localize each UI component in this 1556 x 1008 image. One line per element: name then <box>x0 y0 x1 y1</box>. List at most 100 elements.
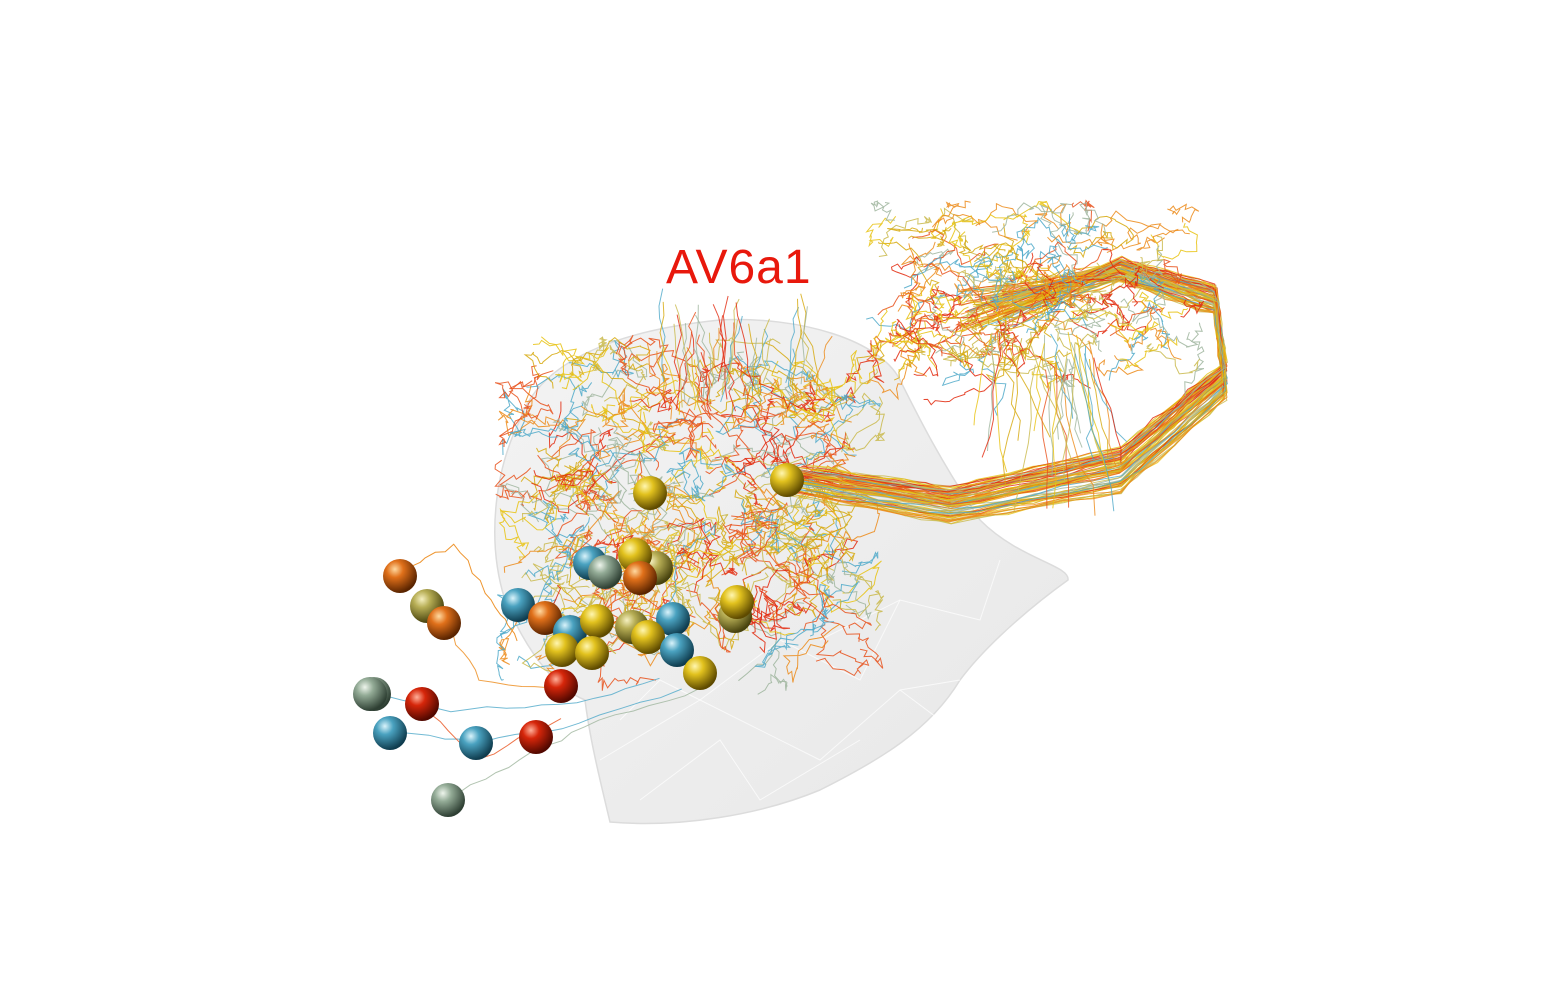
neurite-trace <box>1059 224 1108 253</box>
neurite-trace <box>1067 267 1092 304</box>
neurite-trace <box>923 360 994 406</box>
neurite-trace <box>622 394 716 438</box>
neurite-trace <box>949 295 1016 327</box>
neurite-trace <box>974 246 1060 282</box>
neurite-trace <box>803 538 859 574</box>
neurite-trace <box>800 293 819 392</box>
soma-sphere <box>656 602 690 636</box>
neurite-trace <box>666 517 720 592</box>
neurite-trace <box>676 547 738 576</box>
neurite-trace <box>981 333 1002 458</box>
neurite-trace <box>927 263 1000 296</box>
neurite-trace <box>1053 368 1096 516</box>
neurite-trace <box>1001 259 1049 285</box>
neurite-trace <box>947 222 966 249</box>
neurite-trace <box>758 561 809 613</box>
neurite-trace <box>664 513 729 561</box>
neurite-trace <box>813 560 882 614</box>
soma-sphere <box>383 559 417 593</box>
neurite-trace <box>1100 210 1179 240</box>
soma-sphere <box>633 476 667 510</box>
neurite-trace <box>823 620 884 669</box>
neurite-trace <box>1007 315 1040 361</box>
neurite-trace <box>444 624 559 692</box>
neurite-trace <box>731 378 800 430</box>
neurite-trace <box>728 355 816 381</box>
neurite-trace <box>494 380 533 437</box>
neurite-trace <box>759 595 805 632</box>
neurite-trace <box>1088 359 1109 459</box>
soma-sphere <box>660 633 694 667</box>
neurite-trace <box>679 540 721 632</box>
neurite-trace <box>789 269 1224 507</box>
neurite-trace <box>613 480 695 536</box>
neurite-trace <box>494 459 525 507</box>
neurite-trace <box>705 327 720 401</box>
soma-sphere <box>770 463 804 497</box>
soma-sphere <box>373 716 407 750</box>
neurite-trace <box>745 451 789 529</box>
neurite-trace <box>537 428 600 493</box>
neurite-trace <box>966 292 1025 326</box>
neurite-trace <box>941 354 975 387</box>
neurite-trace <box>1138 258 1183 286</box>
neurite-trace <box>1067 230 1114 259</box>
neurite-trace <box>893 318 922 363</box>
neurite-trace <box>733 322 749 410</box>
neurite-trace <box>1001 331 1021 441</box>
neurite-trace <box>549 453 590 517</box>
neurite-trace <box>897 285 932 312</box>
neurite-trace <box>1072 293 1116 317</box>
neurite-trace <box>1056 358 1068 440</box>
neurite-trace <box>520 385 587 463</box>
neurite-trace <box>497 408 562 437</box>
neurite-trace <box>691 359 698 411</box>
neurite-trace <box>509 370 554 420</box>
neurite-trace <box>832 590 885 631</box>
neurite-trace <box>845 340 885 384</box>
neurite-trace <box>1003 200 1082 234</box>
neurite-trace <box>721 522 792 576</box>
neurite-trace <box>580 387 630 428</box>
neurite-trace <box>399 543 518 642</box>
neurite-trace <box>751 522 806 576</box>
neurite-trace <box>712 304 728 400</box>
neurite-trace <box>1016 216 1063 264</box>
neurite-trace <box>591 335 608 372</box>
neurite-trace <box>521 465 614 523</box>
neurite-trace <box>1015 266 1057 293</box>
neurite-trace <box>498 365 542 448</box>
neurite-trace <box>823 517 879 574</box>
neurite-trace <box>1050 333 1074 419</box>
soma-sphere <box>544 669 578 703</box>
neurite-trace <box>646 342 663 396</box>
neurite-trace <box>841 393 881 409</box>
neurite-trace <box>791 298 803 401</box>
neurite-trace <box>1087 296 1147 334</box>
neurite-trace <box>1167 203 1200 224</box>
soma-sphere <box>683 656 717 690</box>
neurite-trace <box>901 285 943 357</box>
neurite-trace <box>1047 234 1115 247</box>
neurite-trace <box>938 307 985 369</box>
neurite-trace <box>847 350 886 402</box>
neurite-trace <box>1124 266 1141 307</box>
neurite-trace <box>735 302 754 387</box>
neurite-trace <box>806 542 834 608</box>
neurite-trace <box>662 346 681 415</box>
neurite-trace <box>1088 340 1117 466</box>
neurite-trace <box>903 256 1002 290</box>
neurite-trace <box>1039 204 1091 237</box>
neurite-trace <box>1046 245 1068 279</box>
neurite-trace <box>813 335 833 383</box>
neurite-trace <box>1012 301 1052 334</box>
neurite-trace <box>1118 280 1178 326</box>
neurite-trace <box>717 295 729 382</box>
neurite-trace <box>532 339 584 383</box>
soma-sphere <box>353 677 387 711</box>
neurite-trace <box>780 431 835 466</box>
soma-sphere <box>588 555 622 589</box>
neurite-trace <box>1106 223 1162 254</box>
neurite-trace <box>656 351 673 420</box>
neurite-trace <box>987 333 995 452</box>
